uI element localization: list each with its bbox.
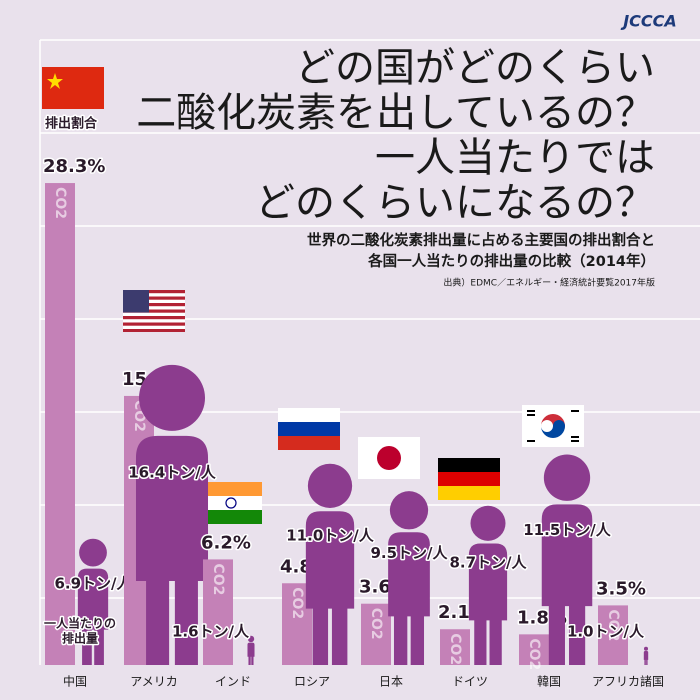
- share-label: 6.2%: [201, 532, 251, 553]
- person: [468, 505, 508, 665]
- flag-russia: [278, 408, 340, 450]
- bar-text: CO2: [368, 608, 384, 640]
- person: [77, 538, 109, 665]
- person: [388, 491, 430, 665]
- category-label: アメリカ: [130, 675, 177, 689]
- subtitle-line: 世界の二酸化炭素排出量に占める主要国の排出割合と: [307, 231, 655, 249]
- title: どの国がどのくらい 二酸化炭素を出しているの？ 一人当たりでは どのくらいになる…: [136, 45, 655, 226]
- share-bar: [519, 634, 549, 665]
- per-capita-label: 11.0トン/人: [286, 527, 374, 545]
- subtitle: 世界の二酸化炭素排出量に占める主要国の排出割合と 各国一人当たりの排出量の比較（…: [307, 231, 655, 270]
- subtitle-line: 各国一人当たりの排出量の比較（2014年）: [367, 252, 655, 270]
- per-capita-label: 1.0トン/人: [567, 623, 645, 641]
- flag-usa: [123, 290, 185, 332]
- per-capita-series-name: 一人当たりの: [44, 616, 116, 631]
- title-line: 一人当たりでは: [375, 135, 655, 181]
- person: [541, 454, 593, 665]
- share-series-name: 排出割合: [45, 116, 98, 132]
- flag-germany: [438, 458, 500, 500]
- title-line: どのくらいになるの？: [255, 180, 655, 226]
- logo: JCCCA: [620, 12, 677, 31]
- per-capita-series-name: 排出量: [62, 631, 98, 646]
- per-capita-label: 8.7トン/人: [449, 554, 527, 572]
- per-capita-label: 9.5トン/人: [370, 544, 448, 562]
- per-capita-label: 1.6トン/人: [172, 623, 250, 641]
- share-bar: [598, 605, 628, 665]
- category-label: ロシア: [294, 675, 330, 689]
- share-bar: [203, 559, 233, 665]
- person: [135, 364, 209, 665]
- category-label: 中国: [63, 674, 87, 689]
- flag-korea: [522, 405, 584, 447]
- flag-india: [200, 482, 262, 524]
- share-bar: [440, 629, 470, 665]
- bar-text: CO2: [605, 609, 621, 641]
- person: [247, 635, 255, 665]
- category-label: 韓国: [537, 675, 561, 689]
- category-label: アフリカ諸国: [592, 674, 664, 689]
- title-line: 二酸化炭素を出しているの？: [136, 90, 655, 136]
- flag-china: [42, 67, 104, 109]
- share-label: 28.3%: [43, 156, 105, 177]
- bar-text: CO2: [210, 563, 226, 595]
- title-line: どの国がどのくらい: [295, 45, 655, 91]
- source: 出典）EDMC／エネルギー・経済統計要覧2017年版: [443, 277, 655, 289]
- bar-text: CO2: [52, 187, 68, 219]
- bar-text: CO2: [447, 633, 463, 665]
- share-label: 3.5%: [596, 578, 646, 599]
- per-capita-label: 16.4トン/人: [128, 463, 216, 481]
- category-label: インド: [215, 675, 251, 689]
- per-capita-label: 6.9トン/人: [54, 575, 132, 593]
- bar-text: CO2: [526, 638, 542, 670]
- person: [643, 646, 649, 665]
- flag-japan: [358, 437, 420, 479]
- bar-text: CO2: [289, 587, 305, 619]
- share-bar: [45, 183, 75, 665]
- per-capita-label: 11.5トン/人: [523, 521, 611, 539]
- category-label: 日本: [379, 675, 403, 689]
- person: [305, 463, 355, 665]
- share-bar: [361, 603, 391, 665]
- category-label: ドイツ: [452, 675, 488, 689]
